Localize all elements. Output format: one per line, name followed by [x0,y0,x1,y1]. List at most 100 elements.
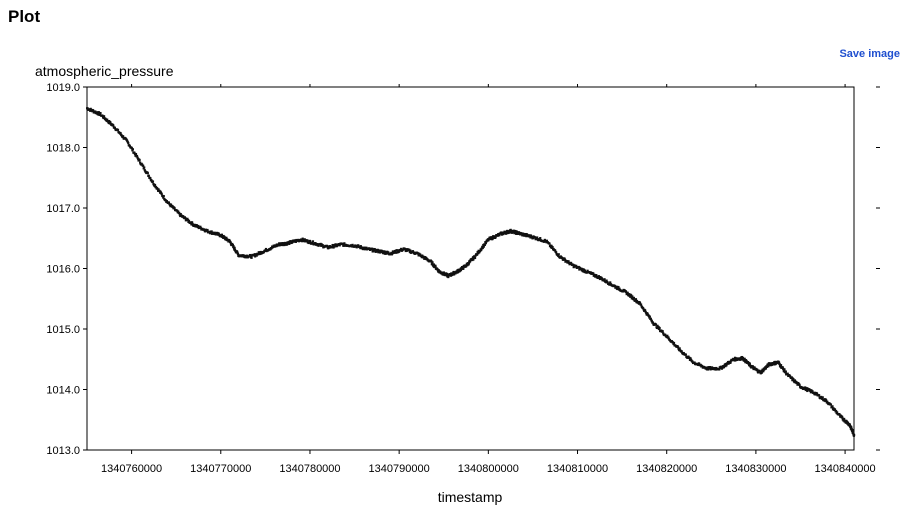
data-point [662,332,665,335]
data-point [177,210,180,213]
data-point [667,336,670,339]
data-point [525,235,528,238]
data-point [589,271,592,274]
data-point [112,124,115,127]
data-point [522,232,525,235]
data-point [790,376,793,379]
data-point [409,249,412,252]
page-title: Plot [8,7,41,26]
data-point [789,375,792,378]
data-point [656,324,659,327]
data-point [592,272,595,275]
data-point [820,395,823,399]
data-point [505,232,508,235]
data-point [391,250,395,253]
data-point [481,246,484,250]
data-point [109,121,112,124]
data-point [250,256,253,259]
data-point [306,239,309,242]
data-point [536,236,539,239]
data-point [625,290,628,294]
x-axis-label: timestamp [438,489,503,505]
data-point [550,244,553,247]
data-point [778,362,781,366]
data-point [362,247,365,251]
data-point [232,245,235,248]
data-point [852,431,855,434]
data-point [621,290,625,293]
data-point [317,244,320,247]
data-point [697,363,700,367]
data-point [134,152,138,156]
data-point [143,166,146,169]
data-point [331,243,335,247]
data-point [209,231,212,235]
data-point [677,346,680,349]
data-point [113,126,116,129]
data-point [229,242,232,245]
data-point [691,360,694,363]
data-point [678,347,681,350]
data-point [748,362,751,365]
data-point [469,260,472,263]
y-axis: 1013.0 1014.0 1015.0 1016.0 1017.0 1018.0 1019… [46,82,87,457]
data-point [606,281,609,284]
data-point [127,141,130,145]
data-point [355,246,358,249]
data-point [229,241,232,244]
data-point [765,365,769,368]
data-point [529,234,533,237]
data-point [548,242,551,245]
data-point [210,230,213,233]
data-point [818,394,821,397]
y-tick-label: 1016.0 [46,264,80,276]
data-point [515,232,518,235]
data-point [609,281,612,284]
data-point [453,273,456,276]
data-point [373,248,376,251]
data-point [258,252,261,256]
save-image-link[interactable]: Save image [839,48,900,60]
data-point [147,174,150,177]
data-point [476,253,479,256]
data-point [603,278,606,281]
data-point [831,405,834,408]
data-point [165,199,168,203]
y-tick-label: 1018.0 [46,143,80,155]
data-point [264,247,268,251]
data-point [119,131,122,135]
data-point [425,256,428,260]
data-point [482,245,485,248]
data-point [301,240,304,243]
data-point [836,411,839,414]
x-tick-label: 1340830000 [725,463,786,475]
data-point [480,248,483,252]
data-point [338,244,341,247]
data-point [666,334,669,337]
data-point [242,254,245,257]
data-point [459,269,463,272]
data-point [309,240,312,243]
data-point [743,357,746,360]
data-point [173,207,176,210]
data-point [772,363,775,366]
data-point [689,357,692,360]
data-point [184,217,187,220]
data-point [644,309,647,312]
data-point [646,312,649,315]
data-point [139,161,142,164]
x-tick-label: 1340810000 [547,463,608,475]
data-point [729,361,732,364]
data-point [821,396,824,399]
data-point [371,247,374,250]
data-point [781,366,784,369]
data-point [162,195,165,198]
data-point [441,271,444,274]
data-point [136,156,139,159]
data-point [423,257,426,260]
data-point [786,372,789,375]
data-point [826,400,829,403]
data-point [494,236,497,239]
data-point [236,253,240,256]
data-point [793,379,797,382]
